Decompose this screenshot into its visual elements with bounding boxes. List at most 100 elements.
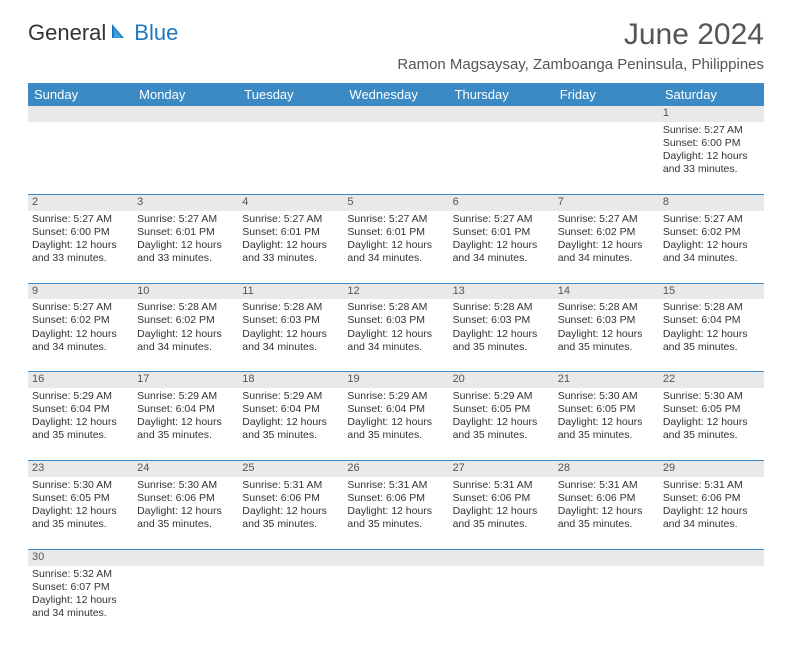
day-header: Tuesday [238, 83, 343, 106]
day-header: Monday [133, 83, 238, 106]
day-number [343, 549, 448, 565]
day-cell: Sunrise: 5:30 AMSunset: 6:05 PMDaylight:… [554, 388, 659, 461]
day-cell: Sunrise: 5:28 AMSunset: 6:03 PMDaylight:… [554, 299, 659, 372]
sunrise-line: Sunrise: 5:27 AM [663, 124, 760, 137]
day-cell: Sunrise: 5:28 AMSunset: 6:04 PMDaylight:… [659, 299, 764, 372]
day-header: Friday [554, 83, 659, 106]
sunrise-line: Sunrise: 5:29 AM [347, 390, 444, 403]
week-row: Sunrise: 5:30 AMSunset: 6:05 PMDaylight:… [28, 477, 764, 550]
month-title: June 2024 [397, 18, 764, 52]
day-cell: Sunrise: 5:29 AMSunset: 6:04 PMDaylight:… [28, 388, 133, 461]
day-header: Thursday [449, 83, 554, 106]
day-cell: Sunrise: 5:27 AMSunset: 6:02 PMDaylight:… [554, 211, 659, 284]
sunset-line: Sunset: 6:03 PM [558, 314, 655, 327]
daylight-line: Daylight: 12 hours and 34 minutes. [453, 239, 550, 265]
day-header-row: SundayMondayTuesdayWednesdayThursdayFrid… [28, 83, 764, 106]
day-number: 20 [449, 372, 554, 388]
sunset-line: Sunset: 6:05 PM [453, 403, 550, 416]
day-number [449, 106, 554, 122]
sunrise-line: Sunrise: 5:31 AM [347, 479, 444, 492]
day-number-row: 30 [28, 549, 764, 565]
sunrise-line: Sunrise: 5:29 AM [137, 390, 234, 403]
day-number-row: 2345678 [28, 194, 764, 210]
day-cell: Sunrise: 5:28 AMSunset: 6:02 PMDaylight:… [133, 299, 238, 372]
daylight-line: Daylight: 12 hours and 33 minutes. [137, 239, 234, 265]
day-number: 24 [133, 461, 238, 477]
sunset-line: Sunset: 6:02 PM [663, 226, 760, 239]
day-number: 4 [238, 194, 343, 210]
day-number: 22 [659, 372, 764, 388]
sunset-line: Sunset: 6:05 PM [663, 403, 760, 416]
sunrise-line: Sunrise: 5:31 AM [453, 479, 550, 492]
day-header: Sunday [28, 83, 133, 106]
day-cell [28, 122, 133, 195]
daylight-line: Daylight: 12 hours and 35 minutes. [347, 416, 444, 442]
header: GeneralBlue June 2024 Ramon Magsaysay, Z… [28, 18, 764, 73]
day-number-row: 23242526272829 [28, 461, 764, 477]
day-number: 7 [554, 194, 659, 210]
sunrise-line: Sunrise: 5:31 AM [558, 479, 655, 492]
sunset-line: Sunset: 6:06 PM [347, 492, 444, 505]
day-cell: Sunrise: 5:31 AMSunset: 6:06 PMDaylight:… [659, 477, 764, 550]
sunrise-line: Sunrise: 5:31 AM [663, 479, 760, 492]
daylight-line: Daylight: 12 hours and 35 minutes. [453, 328, 550, 354]
brand-part2: Blue [134, 20, 178, 46]
day-cell: Sunrise: 5:27 AMSunset: 6:02 PMDaylight:… [28, 299, 133, 372]
sunrise-line: Sunrise: 5:27 AM [453, 213, 550, 226]
day-cell: Sunrise: 5:27 AMSunset: 6:01 PMDaylight:… [343, 211, 448, 284]
sunrise-line: Sunrise: 5:27 AM [242, 213, 339, 226]
brand-logo: GeneralBlue [28, 20, 178, 46]
week-row: Sunrise: 5:27 AMSunset: 6:00 PMDaylight:… [28, 211, 764, 284]
sunrise-line: Sunrise: 5:27 AM [558, 213, 655, 226]
day-number [133, 549, 238, 565]
daylight-line: Daylight: 12 hours and 35 minutes. [558, 505, 655, 531]
day-cell: Sunrise: 5:28 AMSunset: 6:03 PMDaylight:… [343, 299, 448, 372]
daylight-line: Daylight: 12 hours and 34 minutes. [663, 505, 760, 531]
sunrise-line: Sunrise: 5:30 AM [558, 390, 655, 403]
sunset-line: Sunset: 6:04 PM [663, 314, 760, 327]
location: Ramon Magsaysay, Zamboanga Peninsula, Ph… [397, 56, 764, 73]
sunset-line: Sunset: 6:06 PM [558, 492, 655, 505]
sunset-line: Sunset: 6:06 PM [453, 492, 550, 505]
day-number: 18 [238, 372, 343, 388]
day-number: 27 [449, 461, 554, 477]
day-cell: Sunrise: 5:31 AMSunset: 6:06 PMDaylight:… [449, 477, 554, 550]
day-number-row: 9101112131415 [28, 283, 764, 299]
sunset-line: Sunset: 6:01 PM [137, 226, 234, 239]
day-cell: Sunrise: 5:27 AMSunset: 6:01 PMDaylight:… [238, 211, 343, 284]
day-cell [133, 122, 238, 195]
daylight-line: Daylight: 12 hours and 35 minutes. [453, 416, 550, 442]
sunrise-line: Sunrise: 5:28 AM [137, 301, 234, 314]
day-cell: Sunrise: 5:27 AMSunset: 6:01 PMDaylight:… [449, 211, 554, 284]
day-cell: Sunrise: 5:30 AMSunset: 6:06 PMDaylight:… [133, 477, 238, 550]
daylight-line: Daylight: 12 hours and 35 minutes. [242, 416, 339, 442]
sunset-line: Sunset: 6:00 PM [32, 226, 129, 239]
sail-icon [110, 20, 132, 46]
day-cell: Sunrise: 5:27 AMSunset: 6:01 PMDaylight:… [133, 211, 238, 284]
day-number: 26 [343, 461, 448, 477]
calendar-table: SundayMondayTuesdayWednesdayThursdayFrid… [28, 83, 764, 638]
daylight-line: Daylight: 12 hours and 33 minutes. [242, 239, 339, 265]
sunrise-line: Sunrise: 5:27 AM [137, 213, 234, 226]
day-cell: Sunrise: 5:31 AMSunset: 6:06 PMDaylight:… [343, 477, 448, 550]
daylight-line: Daylight: 12 hours and 35 minutes. [558, 328, 655, 354]
day-number: 14 [554, 283, 659, 299]
day-number [659, 549, 764, 565]
day-cell: Sunrise: 5:29 AMSunset: 6:04 PMDaylight:… [343, 388, 448, 461]
sunrise-line: Sunrise: 5:30 AM [663, 390, 760, 403]
day-cell [449, 566, 554, 638]
sunset-line: Sunset: 6:06 PM [242, 492, 339, 505]
day-number: 10 [133, 283, 238, 299]
day-number: 15 [659, 283, 764, 299]
sunset-line: Sunset: 6:02 PM [32, 314, 129, 327]
day-number: 11 [238, 283, 343, 299]
sunset-line: Sunset: 6:06 PM [663, 492, 760, 505]
day-number: 12 [343, 283, 448, 299]
sunrise-line: Sunrise: 5:27 AM [32, 213, 129, 226]
day-cell: Sunrise: 5:28 AMSunset: 6:03 PMDaylight:… [449, 299, 554, 372]
sunrise-line: Sunrise: 5:30 AM [32, 479, 129, 492]
day-cell: Sunrise: 5:28 AMSunset: 6:03 PMDaylight:… [238, 299, 343, 372]
week-row: Sunrise: 5:32 AMSunset: 6:07 PMDaylight:… [28, 566, 764, 638]
day-cell: Sunrise: 5:31 AMSunset: 6:06 PMDaylight:… [554, 477, 659, 550]
day-number: 30 [28, 549, 133, 565]
